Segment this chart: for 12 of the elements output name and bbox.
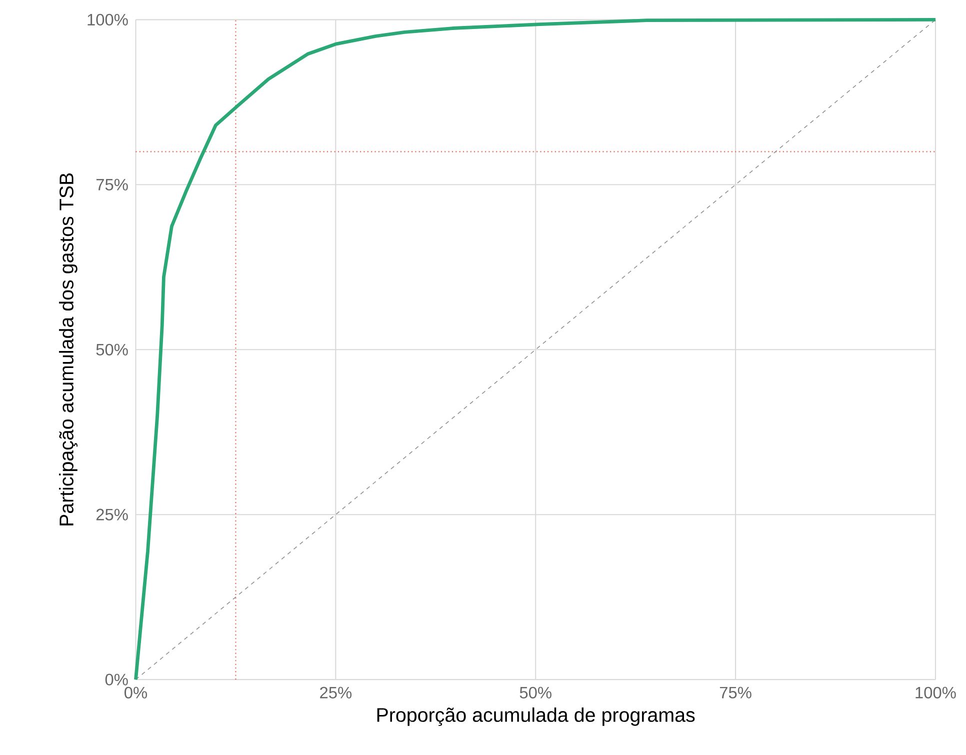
x-tick-label: 50% (520, 686, 552, 698)
x-tick-label: 100% (916, 686, 956, 698)
y-axis-title: Participação acumulada dos gastos TSB (59, 173, 78, 526)
x-axis-title: Proporção acumulada de programas (377, 707, 695, 726)
y-tick-label: 75% (96, 178, 128, 190)
x-tick-label: 0% (124, 686, 148, 698)
y-tick-label: 25% (96, 508, 128, 520)
x-tick-label: 75% (720, 686, 752, 698)
y-tick-label: 0% (105, 674, 128, 686)
y-tick-label: 100% (88, 14, 128, 26)
x-tick-label: 25% (320, 686, 352, 698)
y-tick-label: 50% (96, 344, 128, 356)
